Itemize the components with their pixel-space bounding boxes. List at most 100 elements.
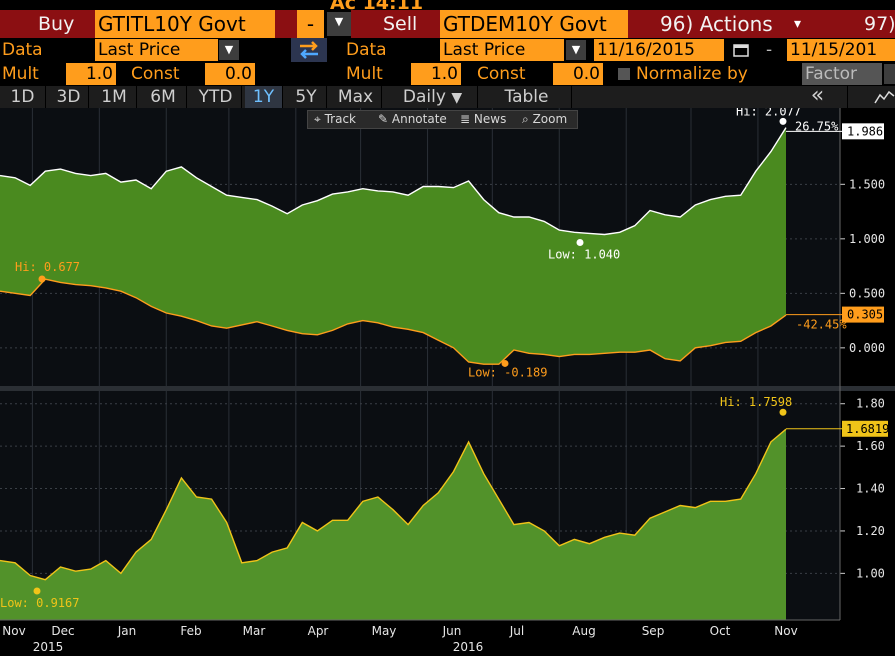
- timeframe-max[interactable]: Max: [330, 86, 382, 108]
- factor-field[interactable]: Factor: [802, 63, 882, 85]
- chart-toolbar: [307, 110, 578, 129]
- spread-series-line[interactable]: [0, 428, 787, 581]
- zoom-tool[interactable]: ⌕ Zoom: [522, 112, 567, 127]
- swap-button[interactable]: [291, 38, 327, 62]
- start-date-field[interactable]: 11/16/2015: [594, 39, 724, 61]
- y-tick-label: 1.500: [849, 177, 885, 191]
- sell-last-value: 0.305: [847, 308, 883, 322]
- header-gap: [275, 10, 297, 38]
- track-tool[interactable]: ⌖ Track: [314, 112, 356, 127]
- y-tick-label: 1.40: [856, 482, 885, 496]
- sell-label: Sell: [383, 13, 418, 35]
- x-year-label: 2015: [33, 640, 64, 654]
- factor-dropdown-button[interactable]: [884, 64, 895, 84]
- buy-mult-field[interactable]: 1.0: [66, 63, 116, 85]
- x-tick-label: Nov: [774, 624, 797, 638]
- timeframe-ytd[interactable]: YTD: [190, 86, 242, 108]
- sell-low-marker: [501, 359, 509, 367]
- spread-low-label: Low: 0.9167: [0, 596, 79, 610]
- sell-last-badge: [842, 306, 884, 323]
- operator-dropdown-button[interactable]: ▼: [327, 12, 351, 36]
- sell-hi-marker: [38, 275, 46, 283]
- x-tick-label: Sep: [642, 624, 665, 638]
- buy-hi-label: Hi: 2.077: [736, 108, 801, 118]
- right-code-label: 97): [864, 13, 895, 35]
- date-separator: -: [766, 40, 773, 60]
- buy-last-value: 1.986: [847, 124, 883, 138]
- x-tick-label: Mar: [243, 624, 266, 638]
- actions-dropdown-icon: ▾: [794, 16, 802, 32]
- yield-spread-area: [0, 127, 786, 365]
- spread-hi-marker: [779, 408, 787, 416]
- x-year-label: 2016: [453, 640, 484, 654]
- sell-low-label: Low: -0.189: [468, 365, 547, 379]
- timeframe-6m[interactable]: 6M: [140, 86, 187, 108]
- y-tick-label: 1.80: [856, 397, 885, 411]
- actions-menu[interactable]: 96) Actions ▾: [628, 10, 811, 38]
- news-tool[interactable]: ≣ News: [460, 112, 506, 126]
- spread-area: [0, 429, 786, 620]
- spread-low-marker: [33, 587, 41, 595]
- y-tick-label: 0.000: [849, 341, 885, 355]
- timeframe-5y[interactable]: 5Y: [286, 86, 327, 108]
- buy-label-cell: Buy: [0, 10, 95, 38]
- sell-hi-label: Hi: 0.677: [15, 260, 80, 274]
- buy-label: Buy: [38, 13, 75, 35]
- normalize-checkbox[interactable]: [618, 68, 630, 80]
- spread-hi-label: Hi: 1.7598: [720, 395, 792, 409]
- triangle-down-icon: ▼: [451, 90, 463, 106]
- y-tick-label: 1.20: [856, 524, 885, 538]
- buy-pct-change: 26.75%: [795, 119, 839, 133]
- buy-hi-marker: [779, 117, 787, 125]
- sell-field-select[interactable]: Last Price: [440, 39, 564, 61]
- normalize-label: Normalize by: [636, 64, 748, 84]
- sell-label-cell: Sell: [351, 10, 440, 38]
- calendar-button[interactable]: [728, 40, 754, 60]
- factor-label: Factor: [805, 64, 858, 84]
- buy-const-field[interactable]: 0.0: [205, 63, 255, 85]
- spread-last-badge: [842, 420, 888, 437]
- buy-field-dropdown-button[interactable]: ▼: [219, 40, 239, 60]
- operator-field[interactable]: -: [297, 10, 324, 38]
- x-tick-label: Jun: [442, 624, 462, 638]
- timeframe-1m[interactable]: 1M: [92, 86, 137, 108]
- buy-series-line[interactable]: [0, 127, 787, 236]
- sell-field-dropdown-button[interactable]: ▼: [566, 40, 586, 60]
- buy-field-select[interactable]: Last Price: [95, 39, 218, 61]
- crosshair-icon: ⌖: [314, 112, 321, 126]
- chevron-down-icon: ▼: [224, 43, 234, 56]
- table-button[interactable]: Table: [482, 86, 572, 108]
- sell-const-field[interactable]: 0.0: [553, 63, 603, 85]
- x-tick-label: May: [372, 624, 397, 638]
- buy-ticker-field[interactable]: GTITL10Y Govt: [95, 10, 275, 38]
- calendar-icon: [733, 44, 749, 57]
- x-tick-label: Oct: [710, 624, 731, 638]
- annotate-tool[interactable]: ✎ Annotate: [378, 112, 447, 126]
- sell-mult-field[interactable]: 1.0: [411, 63, 461, 85]
- timeframe-1d[interactable]: 1D: [0, 86, 46, 108]
- frequency-dropdown[interactable]: Daily ▼: [388, 86, 478, 108]
- y-tick-label: 1.00: [856, 566, 885, 580]
- news-icon: ≣: [460, 112, 471, 126]
- sell-data-label: Data: [346, 40, 387, 60]
- annotate-tool-label: Annotate: [391, 112, 447, 126]
- timeframe-3d[interactable]: 3D: [49, 86, 89, 108]
- right-code-cell[interactable]: 97): [811, 10, 895, 38]
- magnifier-icon: ⌕: [522, 112, 529, 126]
- pencil-icon: ✎: [378, 112, 389, 126]
- swap-icon: [300, 41, 318, 59]
- actions-label: 96) Actions: [660, 12, 773, 36]
- chevron-down-icon: ▼: [334, 15, 344, 28]
- frequency-label: Daily: [402, 87, 446, 107]
- end-date-field[interactable]: 11/15/201: [787, 39, 895, 61]
- chart-canvas[interactable]: 0.000 0.500 1.000 1.500 1.00 1.20 1.40 1.60 1.80…: [0, 108, 895, 656]
- chart-settings-button[interactable]: [872, 86, 895, 108]
- collapse-button[interactable]: «: [788, 85, 848, 108]
- sell-mult-label: Mult: [346, 64, 383, 84]
- y-tick-label: 0.500: [849, 286, 885, 300]
- buy-last-badge: [842, 123, 884, 140]
- timeframe-1y[interactable]: 1Y: [245, 86, 283, 108]
- sell-ticker-field[interactable]: GTDEM10Y Govt: [440, 10, 628, 38]
- sell-series-line[interactable]: [0, 278, 787, 365]
- y-tick-label: 1.60: [856, 439, 885, 453]
